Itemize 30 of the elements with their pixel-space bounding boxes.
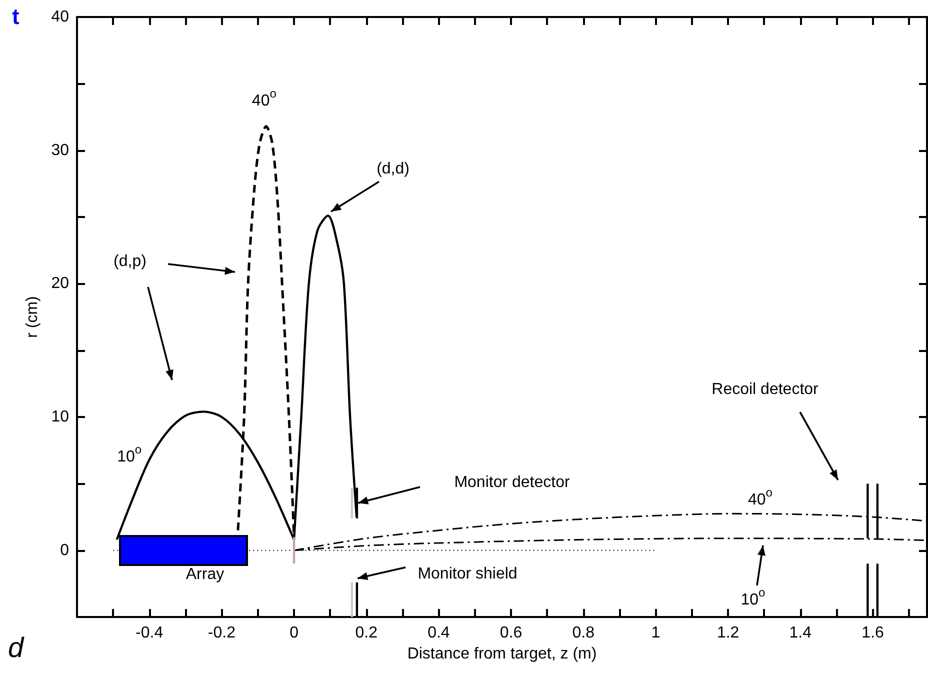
text: -0.4 xyxy=(136,624,164,642)
annotation: Array xyxy=(186,566,224,584)
x-tick-label: 1.4 xyxy=(789,624,812,642)
text: t xyxy=(12,4,20,29)
annotation: 40$^{o}$ xyxy=(748,486,773,509)
annotation: Monitor shield xyxy=(418,566,518,583)
y-tick-label: 30 xyxy=(51,142,70,159)
x-tick-label: 1.2 xyxy=(716,624,740,642)
annotation: (d,p) xyxy=(114,253,146,270)
x-tick-label: 0.8 xyxy=(572,624,595,642)
text: d xyxy=(8,632,25,664)
x-tick-label: 0.2 xyxy=(355,624,378,642)
y-tick-label: 40 xyxy=(51,8,70,26)
x-tick-label: 0.6 xyxy=(500,624,522,642)
annotation: (d,d) xyxy=(376,160,410,178)
text: -0.2 xyxy=(208,624,236,642)
annotation: 10$^{o}$ xyxy=(117,442,142,466)
x-tick-label: 0.4 xyxy=(428,624,450,642)
x-tick-label: 0 xyxy=(290,624,299,642)
annotation: 40$^{o}$ xyxy=(252,86,277,110)
annotation: Monitor detector xyxy=(454,474,570,492)
annotation: Recoil detector xyxy=(712,381,820,398)
y-tick-label: 0 xyxy=(60,542,70,559)
y-axis-title: r (cm) xyxy=(24,296,41,338)
x-tick-label: 1.6 xyxy=(862,624,884,642)
annotation: 10$^{o}$ xyxy=(740,586,766,609)
x-tick-label: 1 xyxy=(651,624,660,642)
y-tick-label: 20 xyxy=(51,275,70,292)
x-axis-title: Distance from target, z (m) xyxy=(407,645,597,662)
y-tick-label: 10 xyxy=(51,408,70,426)
